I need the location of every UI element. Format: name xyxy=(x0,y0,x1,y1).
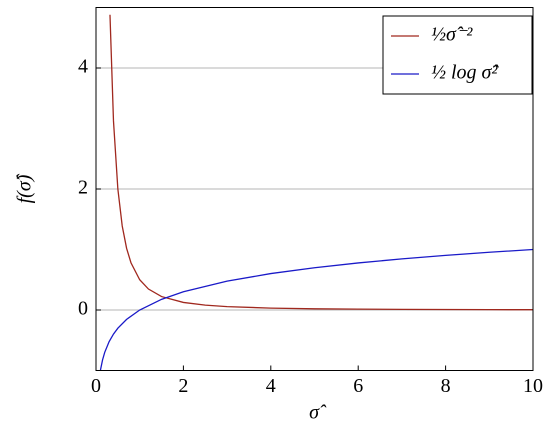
x-axis-label: σ̂ xyxy=(309,402,327,424)
series-line xyxy=(99,248,533,371)
x-tick-label: 2 xyxy=(178,375,188,397)
legend: ½σ̂⁻² ½ log σ̂² xyxy=(382,15,533,95)
legend-label: ½ log σ̂² xyxy=(431,62,499,84)
series-line xyxy=(109,14,533,311)
x-tick-label: 8 xyxy=(441,375,451,397)
legend-box xyxy=(382,15,533,95)
x-tick-label: 10 xyxy=(523,375,543,397)
x-tick-label: 0 xyxy=(91,375,101,397)
y-axis-label: f(σ̂) xyxy=(14,173,36,203)
x-tick-label: 6 xyxy=(353,375,363,397)
x-tick-label: 4 xyxy=(266,375,276,397)
grid xyxy=(96,67,533,311)
legend-label: ½σ̂⁻² xyxy=(431,24,473,46)
y-tick-label: 2 xyxy=(78,177,88,199)
y-tick-label: 0 xyxy=(78,298,88,320)
y-tick-label: 4 xyxy=(78,56,88,78)
plot-area xyxy=(99,14,533,371)
